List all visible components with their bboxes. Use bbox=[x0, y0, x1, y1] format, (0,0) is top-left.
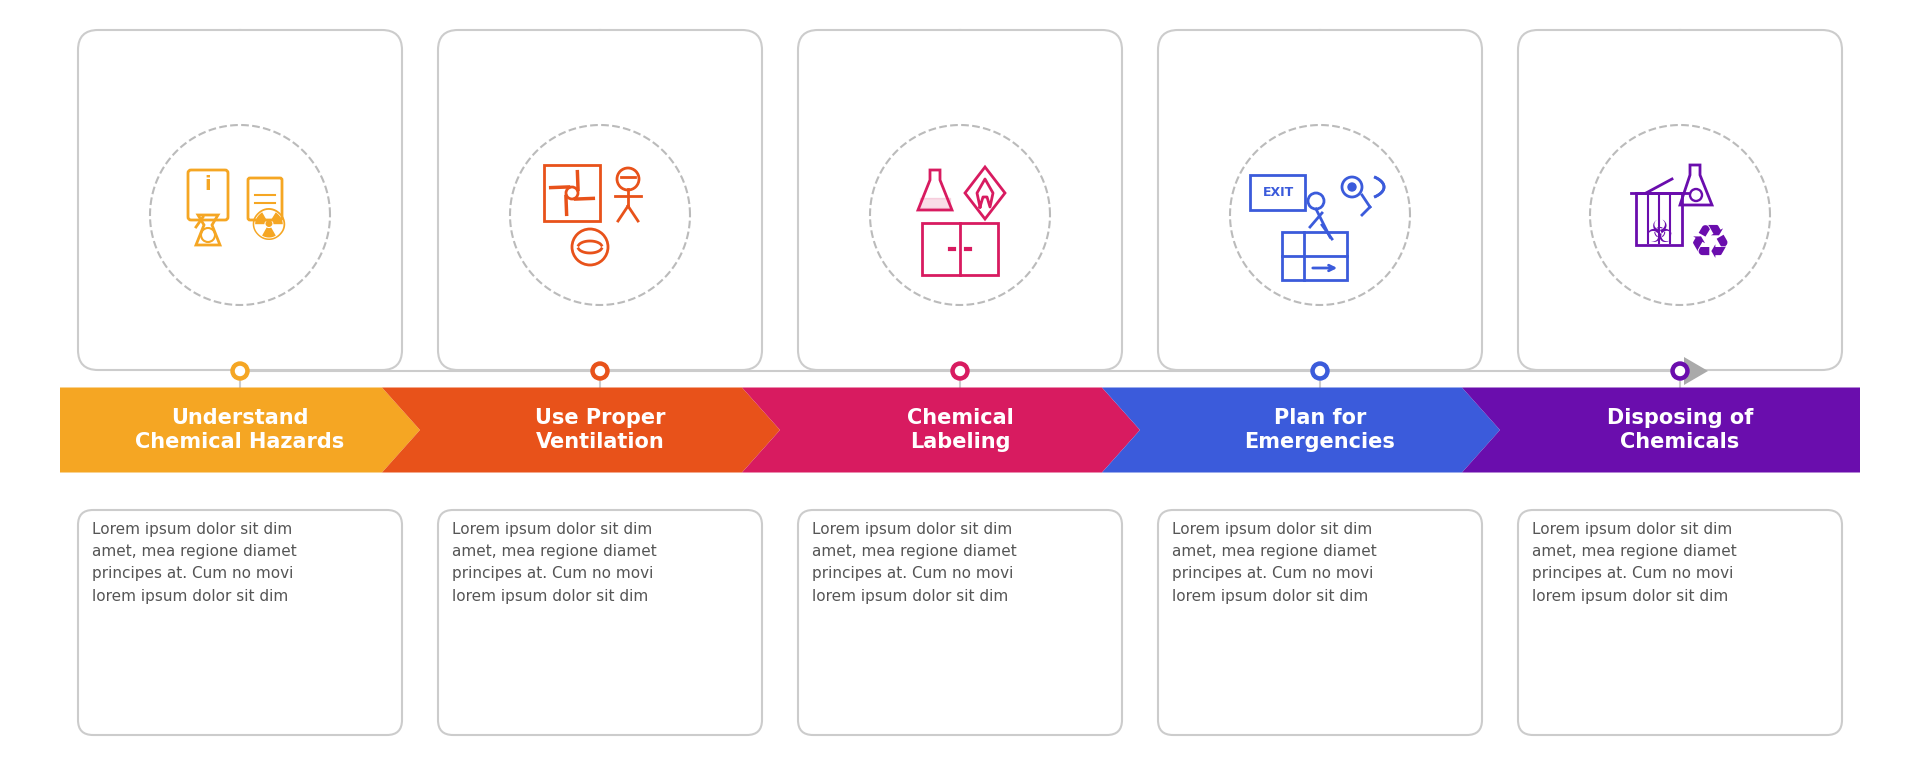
FancyBboxPatch shape bbox=[438, 510, 762, 735]
Polygon shape bbox=[1461, 387, 1860, 473]
FancyBboxPatch shape bbox=[1519, 30, 1841, 370]
Text: Chemical
Labeling: Chemical Labeling bbox=[906, 408, 1014, 452]
Circle shape bbox=[230, 362, 250, 380]
Circle shape bbox=[595, 367, 605, 375]
FancyBboxPatch shape bbox=[79, 510, 401, 735]
Text: i: i bbox=[205, 176, 211, 195]
FancyBboxPatch shape bbox=[1158, 30, 1482, 370]
Circle shape bbox=[1670, 362, 1690, 380]
Text: Plan for
Emergencies: Plan for Emergencies bbox=[1244, 408, 1396, 452]
Circle shape bbox=[1676, 367, 1684, 375]
Text: ♻: ♻ bbox=[1690, 222, 1732, 268]
FancyBboxPatch shape bbox=[1519, 510, 1841, 735]
Text: Use Proper
Ventilation: Use Proper Ventilation bbox=[536, 408, 664, 452]
Text: Lorem ipsum dolor sit dim
amet, mea regione diamet
principes at. Cum no movi
lor: Lorem ipsum dolor sit dim amet, mea regi… bbox=[451, 522, 657, 603]
Circle shape bbox=[1315, 367, 1325, 375]
Polygon shape bbox=[1684, 357, 1709, 385]
FancyBboxPatch shape bbox=[799, 510, 1121, 735]
Polygon shape bbox=[60, 387, 420, 473]
Text: Disposing of
Chemicals: Disposing of Chemicals bbox=[1607, 408, 1753, 452]
Circle shape bbox=[236, 367, 244, 375]
Text: Lorem ipsum dolor sit dim
amet, mea regione diamet
principes at. Cum no movi
lor: Lorem ipsum dolor sit dim amet, mea regi… bbox=[1171, 522, 1377, 603]
Text: ☣: ☣ bbox=[1645, 218, 1672, 247]
Text: Lorem ipsum dolor sit dim
amet, mea regione diamet
principes at. Cum no movi
lor: Lorem ipsum dolor sit dim amet, mea regi… bbox=[812, 522, 1018, 603]
Circle shape bbox=[1348, 183, 1356, 191]
Polygon shape bbox=[1102, 387, 1500, 473]
Circle shape bbox=[950, 362, 970, 380]
Polygon shape bbox=[741, 387, 1140, 473]
Circle shape bbox=[591, 362, 609, 380]
Polygon shape bbox=[382, 387, 780, 473]
FancyBboxPatch shape bbox=[438, 30, 762, 370]
FancyBboxPatch shape bbox=[1158, 510, 1482, 735]
Text: Understand
Chemical Hazards: Understand Chemical Hazards bbox=[136, 408, 344, 452]
Text: EXIT: EXIT bbox=[1261, 186, 1294, 199]
Text: Lorem ipsum dolor sit dim
amet, mea regione diamet
principes at. Cum no movi
lor: Lorem ipsum dolor sit dim amet, mea regi… bbox=[1532, 522, 1738, 603]
Text: Lorem ipsum dolor sit dim
amet, mea regione diamet
principes at. Cum no movi
lor: Lorem ipsum dolor sit dim amet, mea regi… bbox=[92, 522, 298, 603]
Text: ☢: ☢ bbox=[248, 205, 288, 249]
Circle shape bbox=[956, 367, 964, 375]
Circle shape bbox=[1311, 362, 1329, 380]
FancyBboxPatch shape bbox=[799, 30, 1121, 370]
FancyBboxPatch shape bbox=[79, 30, 401, 370]
